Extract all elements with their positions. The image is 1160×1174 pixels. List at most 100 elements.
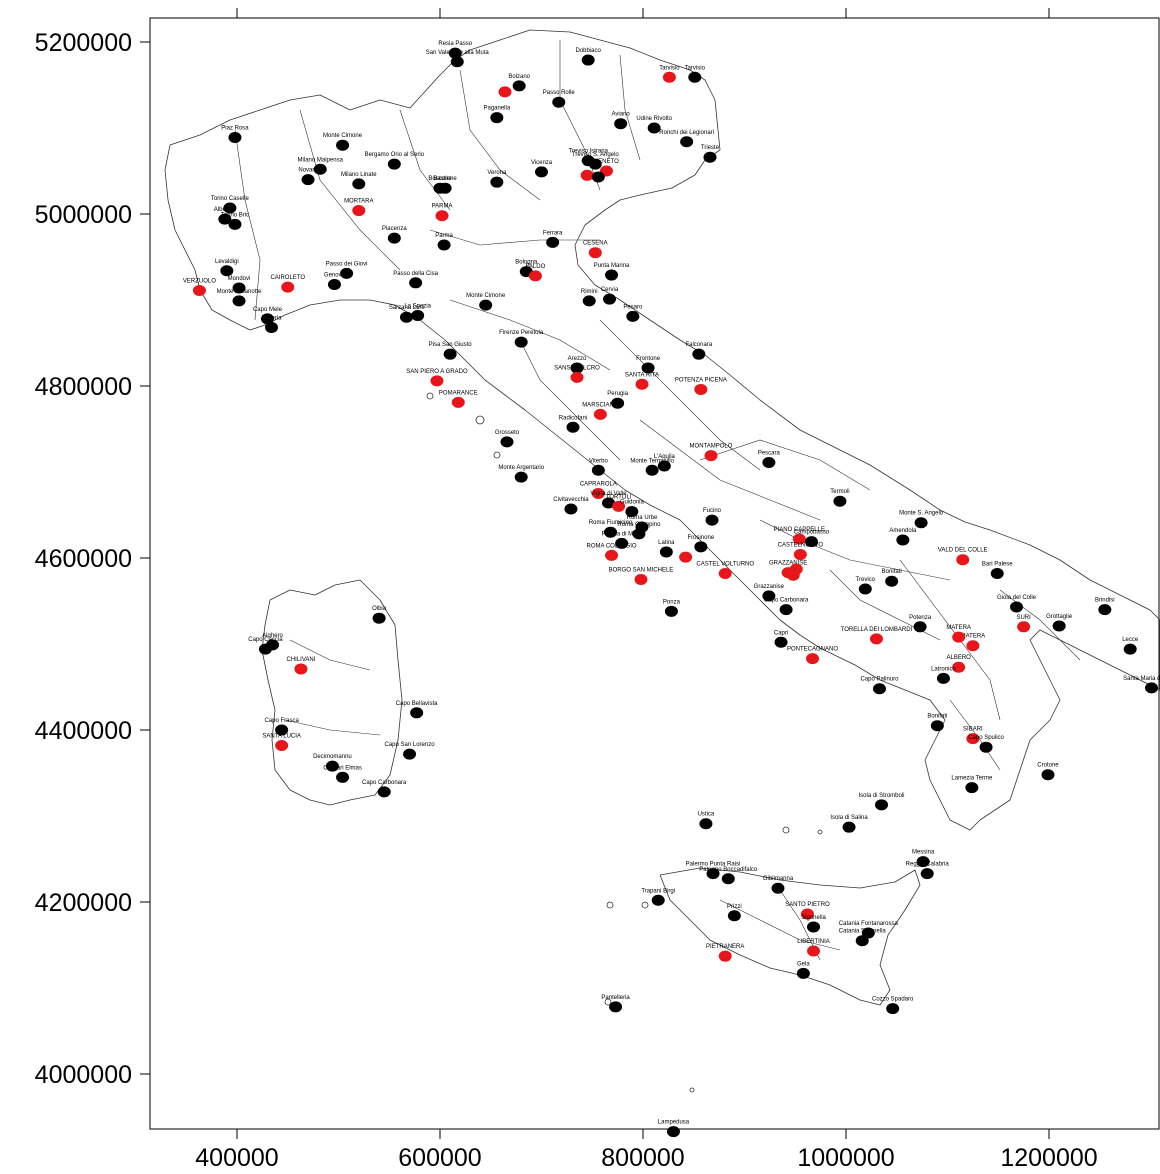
station-marker-red bbox=[593, 408, 607, 420]
station-label: CAIROLETO bbox=[270, 275, 305, 281]
station-label: Pesaro bbox=[623, 304, 643, 310]
station-label: Trevico bbox=[856, 577, 876, 583]
station-label: Bonifati bbox=[927, 714, 947, 720]
station-label: Amendola bbox=[889, 528, 917, 534]
station-label: Olbia bbox=[372, 606, 387, 612]
station-label: Sigonella bbox=[801, 915, 826, 921]
station-label: Bonifati bbox=[882, 569, 902, 575]
station-label: Falconara bbox=[685, 342, 712, 348]
station-marker-black bbox=[512, 80, 526, 92]
station-label: Frontone bbox=[636, 356, 661, 362]
station-marker-black bbox=[680, 136, 694, 148]
station-marker-red bbox=[704, 450, 718, 462]
station-label: ROMA COLLEGIO bbox=[587, 543, 637, 549]
station-marker-red bbox=[634, 574, 648, 585]
station-marker-red bbox=[718, 950, 732, 962]
station-label: MORTARA bbox=[344, 199, 373, 205]
station-marker-black bbox=[914, 517, 928, 529]
station-label: Passo dei Giovi bbox=[326, 261, 368, 267]
station-label: Arezzo bbox=[568, 356, 587, 362]
station-marker-black bbox=[779, 604, 793, 616]
station-marker-black bbox=[1123, 643, 1137, 655]
station-marker-black bbox=[258, 643, 272, 655]
station-label: Piacenza bbox=[382, 226, 407, 232]
station-marker-black bbox=[443, 348, 457, 360]
station-label: Latronico bbox=[931, 666, 956, 672]
station-label: Brindisi bbox=[1095, 598, 1115, 604]
station-marker-black bbox=[626, 310, 640, 322]
station-marker-red bbox=[281, 281, 295, 293]
station-marker-red bbox=[792, 533, 806, 545]
station-label: La Spezia bbox=[404, 303, 431, 309]
station-label: Sarzana Luni bbox=[389, 305, 424, 311]
station-marker-black bbox=[659, 546, 673, 558]
station-label: Cervia bbox=[601, 287, 619, 293]
station-marker-red bbox=[570, 371, 584, 383]
plot-frame bbox=[149, 17, 1160, 1130]
station-label: Pratica di Mare bbox=[602, 531, 643, 537]
station-label: Rimini bbox=[581, 289, 598, 295]
station-label: VENETO bbox=[594, 159, 619, 165]
station-label: Treviso S. Angelo bbox=[572, 152, 619, 158]
station-marker-black bbox=[885, 575, 899, 587]
station-label: Termoli bbox=[830, 489, 849, 495]
station-label: Capo Carbonara bbox=[764, 598, 809, 604]
station-label: Guidonia bbox=[620, 500, 645, 506]
station-marker-black bbox=[313, 163, 327, 175]
station-label: Reggio Calabria bbox=[906, 862, 950, 868]
station-label: GRAZZANISE bbox=[769, 561, 807, 567]
station-label: Piaz Rosa bbox=[221, 125, 249, 131]
mainland-outline bbox=[164, 29, 1160, 831]
station-label: Santa Maria di Leuca bbox=[1123, 676, 1160, 682]
station-marker-black bbox=[1010, 601, 1024, 613]
station-marker-black bbox=[896, 534, 910, 546]
station-marker-black bbox=[705, 514, 719, 526]
station-label: Vigna di Valle bbox=[590, 491, 627, 497]
station-label: Genova bbox=[324, 273, 346, 279]
station-label: Tarvisio bbox=[685, 65, 706, 71]
station-label: SANTA RITA bbox=[625, 372, 659, 378]
station-label: Capo Caccia bbox=[248, 637, 283, 643]
station-label: SAN PIERO A GRADO bbox=[406, 369, 468, 375]
station-marker-black bbox=[771, 882, 785, 894]
station-marker-black bbox=[979, 741, 993, 753]
station-marker-black bbox=[1052, 620, 1066, 632]
station-marker-black bbox=[861, 927, 875, 939]
station-marker-red bbox=[694, 383, 708, 395]
station-marker-black bbox=[657, 460, 671, 472]
station-label: Paganella bbox=[483, 106, 510, 112]
station-marker-black bbox=[688, 71, 702, 83]
station-marker-red bbox=[352, 205, 366, 217]
station-label: Milano Malpensa bbox=[298, 157, 344, 163]
station-label: Isola di Salina bbox=[830, 815, 868, 821]
station-label: Gela bbox=[797, 961, 810, 967]
station-marker-black bbox=[651, 894, 665, 906]
station-label: Capo Bellavista bbox=[396, 701, 438, 707]
station-label: PIETRANERA bbox=[706, 944, 744, 950]
station-label: Crotone bbox=[1037, 763, 1059, 769]
station-marker-black bbox=[609, 1001, 623, 1013]
station-label: Monte Terminillo bbox=[630, 458, 674, 464]
station-marker-black bbox=[411, 309, 425, 321]
station-marker-black bbox=[1041, 769, 1055, 781]
station-marker-black bbox=[614, 118, 628, 130]
station-label: Capo Palinuro bbox=[860, 677, 899, 683]
station-marker-black bbox=[228, 218, 242, 230]
station-marker-black bbox=[450, 56, 464, 68]
station-label: Catania Fontanarossa bbox=[839, 921, 899, 927]
station-label: SANTO PIETRO bbox=[785, 902, 830, 908]
station-marker-black bbox=[930, 720, 944, 732]
station-marker-black bbox=[692, 348, 706, 360]
station-marker-black bbox=[591, 464, 605, 476]
station-marker-black bbox=[913, 621, 927, 633]
station-label: Capo San Lorenzo bbox=[385, 742, 436, 748]
station-marker-black bbox=[514, 471, 528, 483]
station-marker-black bbox=[570, 362, 584, 374]
station-label: Mondovi bbox=[228, 276, 251, 282]
station-label: Vicenza bbox=[531, 160, 553, 166]
station-marker-black bbox=[514, 336, 528, 348]
y-tick-label: 4800000 bbox=[35, 373, 132, 401]
station-label: POTENZA PICENA bbox=[675, 377, 727, 383]
station-label: CAPRAROLA bbox=[580, 482, 617, 488]
